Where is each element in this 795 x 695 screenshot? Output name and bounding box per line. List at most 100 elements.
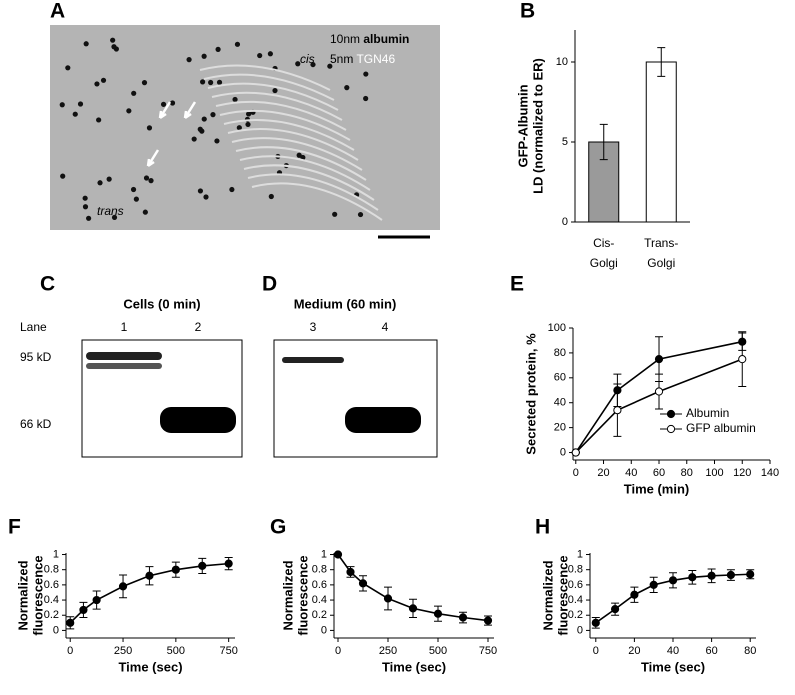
x-tick-label: 140 — [761, 467, 779, 479]
y-tick-label: 0.8 — [312, 564, 327, 576]
panel-label: H — [535, 516, 550, 539]
blot-c: C Cells (0 min) Lane 1 2 95 kD 66 kD — [20, 273, 243, 458]
micrograph-image — [50, 25, 440, 230]
legend-label: Albumin — [686, 406, 729, 420]
blot-title: Medium (60 min) — [294, 296, 397, 311]
particle — [160, 101, 167, 107]
particle — [363, 95, 369, 102]
x-tick-label: 250 — [379, 645, 397, 657]
marker — [571, 448, 580, 457]
particle — [131, 90, 137, 96]
legend-label: GFP albumin — [686, 421, 756, 435]
y-tick-label: 0.2 — [312, 609, 327, 621]
marker — [458, 613, 468, 622]
particle — [296, 152, 302, 158]
marker — [408, 604, 418, 613]
cis-label: cis — [300, 52, 315, 66]
x-tick-label: 0 — [573, 467, 579, 479]
y-tick-label: 0.2 — [568, 609, 583, 621]
legend-marker — [666, 424, 676, 434]
particle — [201, 116, 207, 122]
particle — [59, 102, 65, 108]
marker — [649, 580, 658, 589]
y-tick-label: 0.8 — [568, 564, 583, 576]
band — [160, 407, 236, 433]
particle — [216, 79, 223, 85]
particle — [268, 193, 274, 200]
particle — [197, 188, 204, 194]
marker — [433, 609, 443, 618]
x-tick-label: 750 — [479, 645, 497, 657]
particle — [214, 138, 220, 144]
panel-label: C — [40, 273, 55, 296]
particle-size: 10nm — [330, 32, 360, 46]
legend-marker — [666, 409, 676, 419]
lane-title: Lane — [20, 320, 47, 334]
marker — [66, 618, 75, 627]
x-tick-label: 80 — [681, 467, 693, 479]
marker — [654, 387, 664, 396]
particle — [215, 46, 221, 52]
band — [86, 352, 162, 360]
cisterna — [211, 91, 343, 121]
band — [86, 363, 162, 369]
marker — [79, 605, 88, 615]
trans-label: trans — [97, 204, 124, 218]
legend-entry: 10nm albumin — [330, 32, 409, 46]
particle — [72, 111, 78, 117]
particle — [86, 215, 92, 221]
x-axis-title: Time (sec) — [118, 659, 182, 674]
particle — [203, 194, 209, 200]
particle — [191, 136, 197, 142]
cisterna — [207, 82, 339, 111]
particle — [146, 125, 153, 131]
y-tick-label: 0 — [577, 624, 583, 636]
y-tick-label: 1 — [321, 548, 327, 560]
y-axis-title: Secreted protein, % — [523, 333, 538, 455]
panel-label: B — [520, 0, 535, 23]
marker — [591, 618, 600, 627]
x-tick-label: 20 — [628, 645, 640, 657]
particle — [97, 180, 103, 186]
x-tick-label: 0 — [67, 645, 73, 657]
particle — [186, 57, 192, 63]
particle — [94, 81, 100, 87]
error-bar — [657, 47, 666, 77]
particle — [236, 125, 242, 131]
y-tick-label: 1 — [577, 548, 583, 560]
panel-label: A — [50, 0, 65, 23]
particle — [100, 77, 107, 83]
y-axis-title: GFP-AlbuminLD (normalized to ER) — [516, 58, 546, 194]
y-tick-label: 0.2 — [44, 609, 59, 621]
error-bar — [599, 123, 608, 161]
particle — [133, 196, 139, 202]
particle — [332, 211, 338, 217]
y-tick-label: 40 — [554, 397, 566, 409]
y-tick-label: 0.6 — [568, 579, 583, 591]
particle — [327, 63, 333, 69]
cisterna — [231, 137, 363, 171]
gold-particles — [59, 37, 383, 221]
marker — [118, 582, 128, 591]
y-tick-label: 0.4 — [568, 594, 583, 606]
x-tick-label: 750 — [219, 645, 237, 657]
y-tick-label: 0 — [562, 216, 568, 228]
cisterna — [251, 182, 383, 221]
marker — [383, 594, 393, 603]
particle — [111, 214, 118, 221]
particle — [77, 101, 84, 107]
particle — [232, 96, 238, 103]
particle — [60, 173, 66, 179]
x-tick-label: 40 — [625, 467, 637, 479]
x-axis-title: Time (sec) — [382, 659, 446, 674]
cisterna — [227, 128, 359, 161]
x-tick-label: 80 — [744, 645, 756, 657]
lane-number: 1 — [121, 320, 128, 334]
bar — [645, 61, 677, 223]
band — [345, 407, 421, 433]
size-marker: 66 kD — [20, 417, 52, 431]
particle — [126, 108, 132, 114]
panel-label: E — [510, 273, 524, 296]
particle — [141, 80, 148, 86]
particle-target: TGN46 — [356, 52, 395, 66]
